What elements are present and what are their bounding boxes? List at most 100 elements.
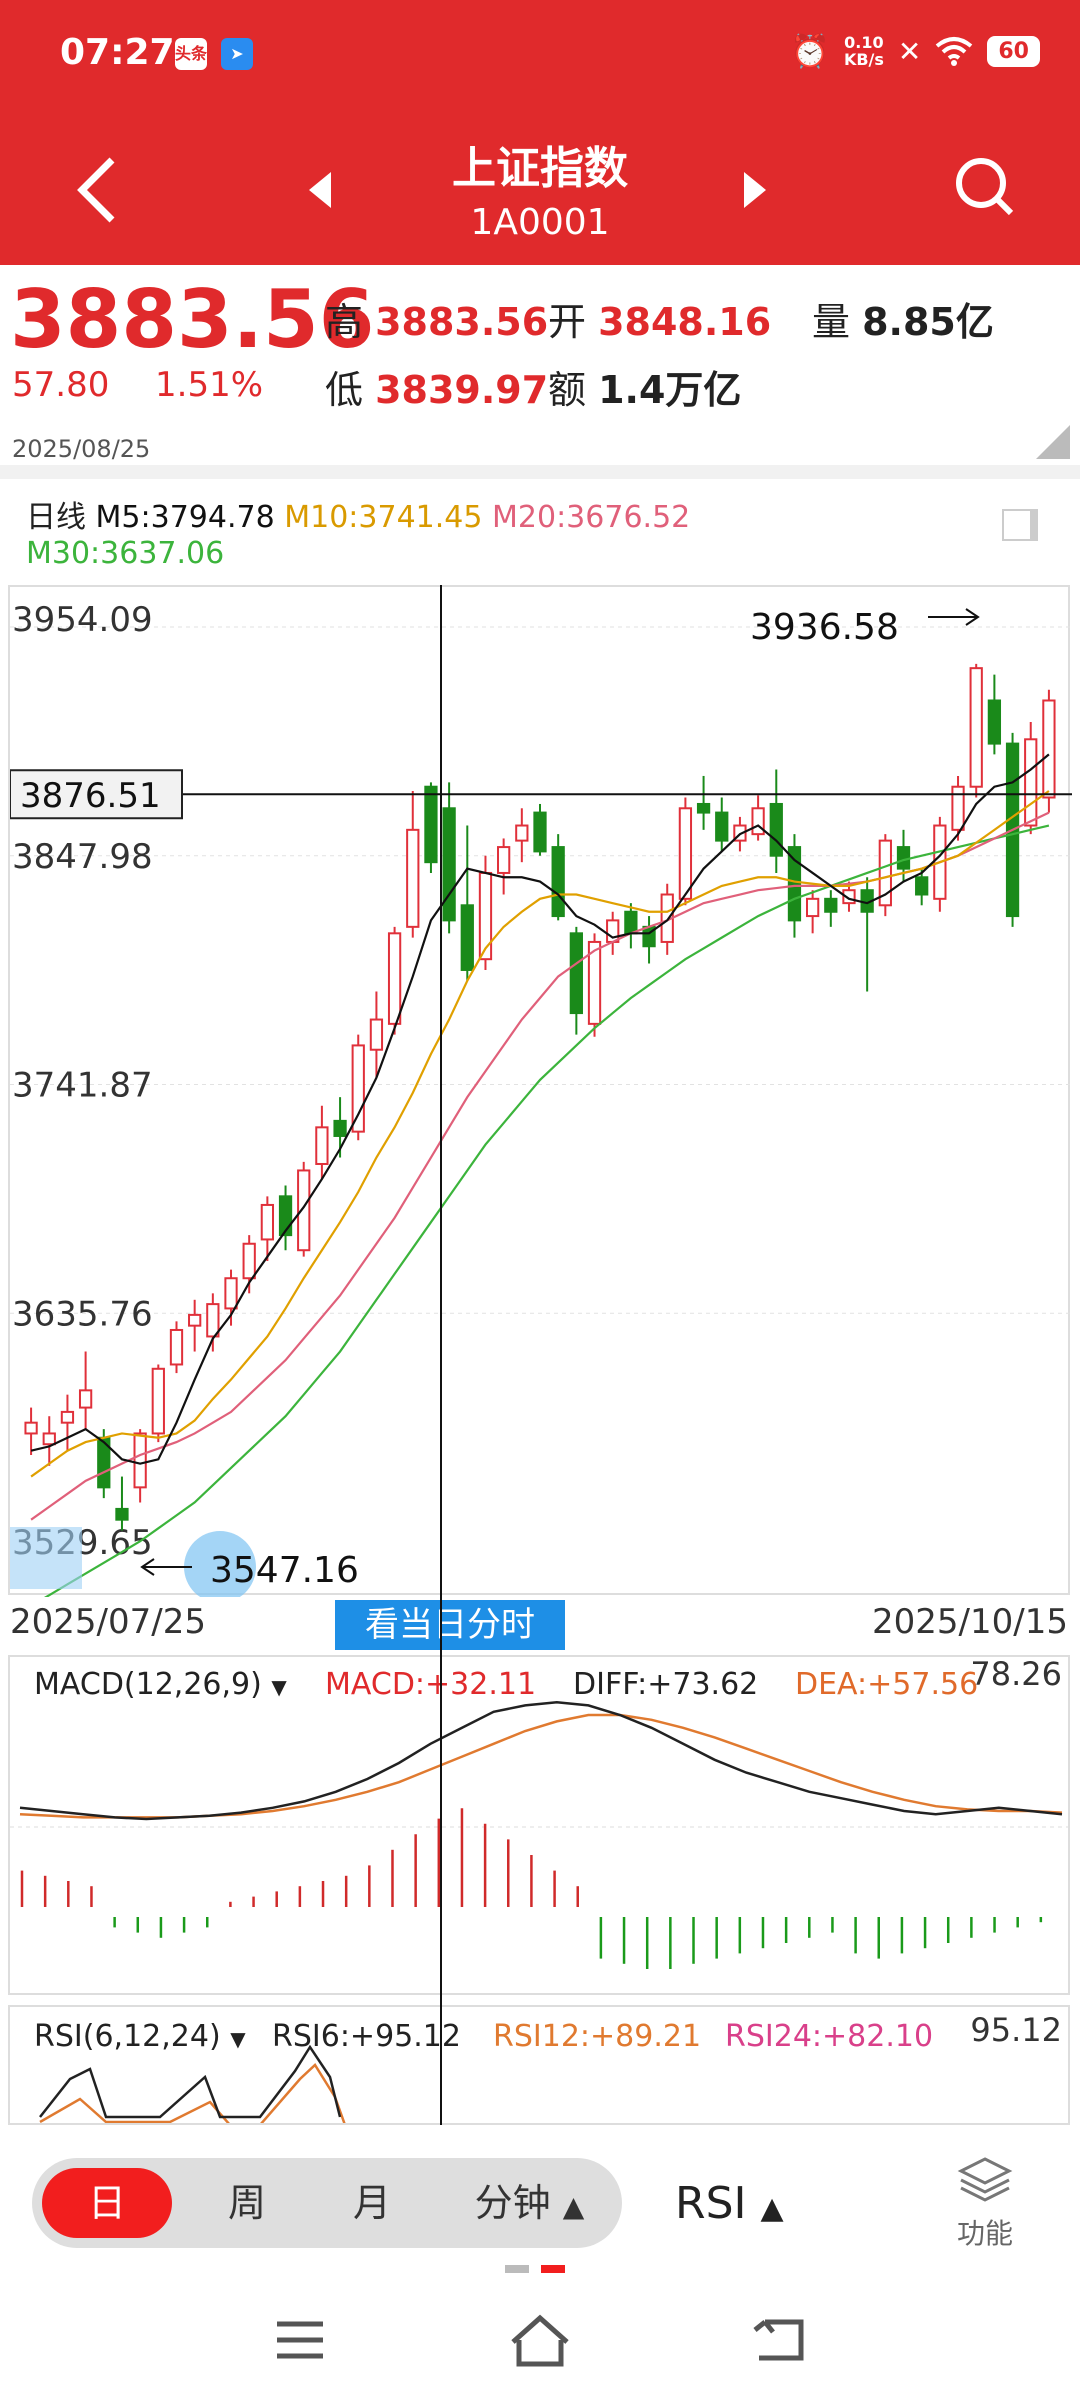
min-arrow-icon — [140, 1558, 192, 1576]
next-stock-icon[interactable] — [740, 170, 770, 210]
crosshair-price-box — [9, 769, 183, 820]
back-arrow-icon[interactable] — [72, 155, 122, 225]
x-axis-end-date: 2025/10/15 — [872, 1602, 1068, 1642]
macd-panel[interactable]: MACD(12,26,9) ▼ MACD:+32.11 DIFF:+73.62 … — [8, 1655, 1072, 1995]
toutiao-app-icon: 头条 — [175, 38, 207, 70]
status-app-icons: 头条 ➤ — [175, 38, 253, 70]
rsi-title-label: RSI(6,12,24) — [34, 2019, 221, 2054]
candle-body — [387, 932, 402, 1025]
y-tick-label: 3741.87 — [12, 1066, 153, 1106]
x-axis-start-date: 2025/07/25 — [10, 1602, 206, 1642]
rsi-top-value: 95.12 — [970, 2011, 1062, 2049]
period-day-tab[interactable]: 日 — [42, 2168, 172, 2238]
dropdown-icon: ▼ — [271, 1675, 287, 1699]
open-value: 3848.16 — [598, 300, 772, 344]
page-dot — [505, 2265, 529, 2273]
period-week-tab[interactable]: 周 — [227, 2181, 266, 2225]
y-tick-label: 3954.09 — [12, 600, 153, 640]
rsi-svg — [39, 2044, 346, 2123]
kline-chart[interactable]: 3954.09 3847.98 3741.87 3635.76 3529.65 3876.… — [8, 585, 1072, 1607]
high-value: 3883.56 — [375, 300, 549, 344]
quote-volume: 量 8.85亿 — [812, 291, 994, 346]
ma20-line — [30, 811, 1050, 1521]
rsi-panel[interactable]: RSI(6,12,24) ▼ RSI6:+95.12 RSI12:+89.21 … — [8, 2005, 1070, 2125]
rsi12-line — [39, 2063, 346, 2123]
current-price: 3883.56 — [10, 273, 375, 366]
layers-icon — [957, 2157, 1013, 2202]
status-time: 07:27 — [60, 32, 175, 73]
rsi-title[interactable]: RSI(6,12,24) ▼ — [34, 2019, 246, 2054]
period-minute-tab[interactable]: 分钟 ▲ — [442, 2158, 617, 2248]
function-button[interactable]: 功能 — [940, 2155, 1030, 2252]
rsi6-line — [39, 2044, 342, 2119]
open-label: 开 — [548, 300, 587, 344]
candle-body — [460, 904, 474, 971]
ma30-line — [30, 824, 1050, 1607]
candle-body — [224, 1277, 238, 1310]
candle-body — [42, 1432, 56, 1446]
candle-body — [715, 811, 729, 842]
view-intraday-button[interactable]: 看当日分时 — [335, 1600, 565, 1650]
ma30-label: M30:3637.06 — [26, 536, 225, 571]
candle-body — [206, 1303, 220, 1338]
stock-code: 1A0001 — [470, 202, 610, 243]
candle-body — [678, 807, 693, 900]
candle-body — [951, 785, 965, 831]
max-arrow-icon — [928, 608, 980, 626]
wifi-icon — [936, 37, 973, 66]
candle-body — [769, 802, 783, 857]
candle-body — [115, 1507, 129, 1521]
low-label: 低 — [325, 368, 364, 412]
amount-value: 1.4万亿 — [598, 368, 742, 412]
candle-body — [533, 811, 547, 853]
candle-body — [297, 1169, 311, 1252]
candle-body — [551, 846, 565, 918]
kline-svg: 3954.093847.983741.873635.763529.653876.… — [9, 600, 1072, 1607]
search-icon[interactable] — [953, 155, 1015, 217]
min-marker-circle — [184, 1531, 256, 1603]
candle-body — [515, 824, 529, 842]
page-dot-active — [541, 2265, 565, 2273]
price-change-percent: 1.51% — [155, 365, 264, 405]
macd-title[interactable]: MACD(12,26,9) ▼ — [34, 1667, 287, 1702]
crosshair-vertical-line — [440, 585, 442, 2125]
back-icon[interactable] — [745, 2310, 815, 2370]
candle-body — [587, 940, 602, 1025]
status-bar: 07:27 头条 ➤ ⏰ 0.10 KB/s ✕ 60 — [0, 0, 1080, 110]
ma20-label: M20:3676.52 — [492, 500, 691, 535]
menu-icon[interactable] — [265, 2310, 335, 2370]
candle-body — [878, 839, 892, 907]
minute-label: 分钟 — [474, 2181, 551, 2225]
volume-label: 量 — [812, 300, 851, 344]
candle-body — [1042, 699, 1056, 799]
ma-legend-row-2: M30:3637.06 — [26, 536, 224, 571]
rsi12-value: RSI12:+89.21 — [493, 2019, 702, 2054]
section-divider — [0, 465, 1080, 479]
dea-line — [19, 1713, 1063, 1819]
candle-body — [333, 1119, 347, 1137]
bottom-toolbar: 日 周 月 分钟 ▲ RSI ▲ 功能 — [0, 2130, 1080, 2270]
period-month-tab[interactable]: 月 — [352, 2181, 391, 2225]
min-price-label: 3547.16 — [210, 1550, 359, 1591]
ma-settings-icon[interactable] — [1000, 505, 1040, 545]
candle-body — [751, 807, 765, 836]
quote-low: 低 3839.97 — [325, 359, 548, 414]
dea-value: DEA:+57.56 — [795, 1667, 979, 1702]
candle-body — [896, 846, 911, 870]
candle-body — [260, 1203, 275, 1241]
expand-corner-icon[interactable] — [1036, 425, 1070, 459]
system-nav-bar — [0, 2290, 1080, 2400]
low-value: 3839.97 — [375, 368, 549, 412]
macd-svg — [10, 1700, 1072, 1969]
rsi6-value: RSI6:+95.12 — [272, 2019, 461, 2054]
period-selector: 日 周 月 分钟 ▲ — [32, 2158, 622, 2248]
battery-indicator: 60 — [987, 35, 1040, 67]
candle-body — [915, 876, 929, 896]
candle-body — [315, 1126, 329, 1165]
home-icon[interactable] — [505, 2310, 575, 2370]
candle-body — [24, 1421, 38, 1435]
ma5-line — [30, 753, 1050, 1465]
indicator-selector[interactable]: RSI ▲ — [675, 2178, 784, 2229]
triangle-up-icon: ▲ — [760, 2191, 784, 2226]
prev-stock-icon[interactable] — [305, 170, 335, 210]
